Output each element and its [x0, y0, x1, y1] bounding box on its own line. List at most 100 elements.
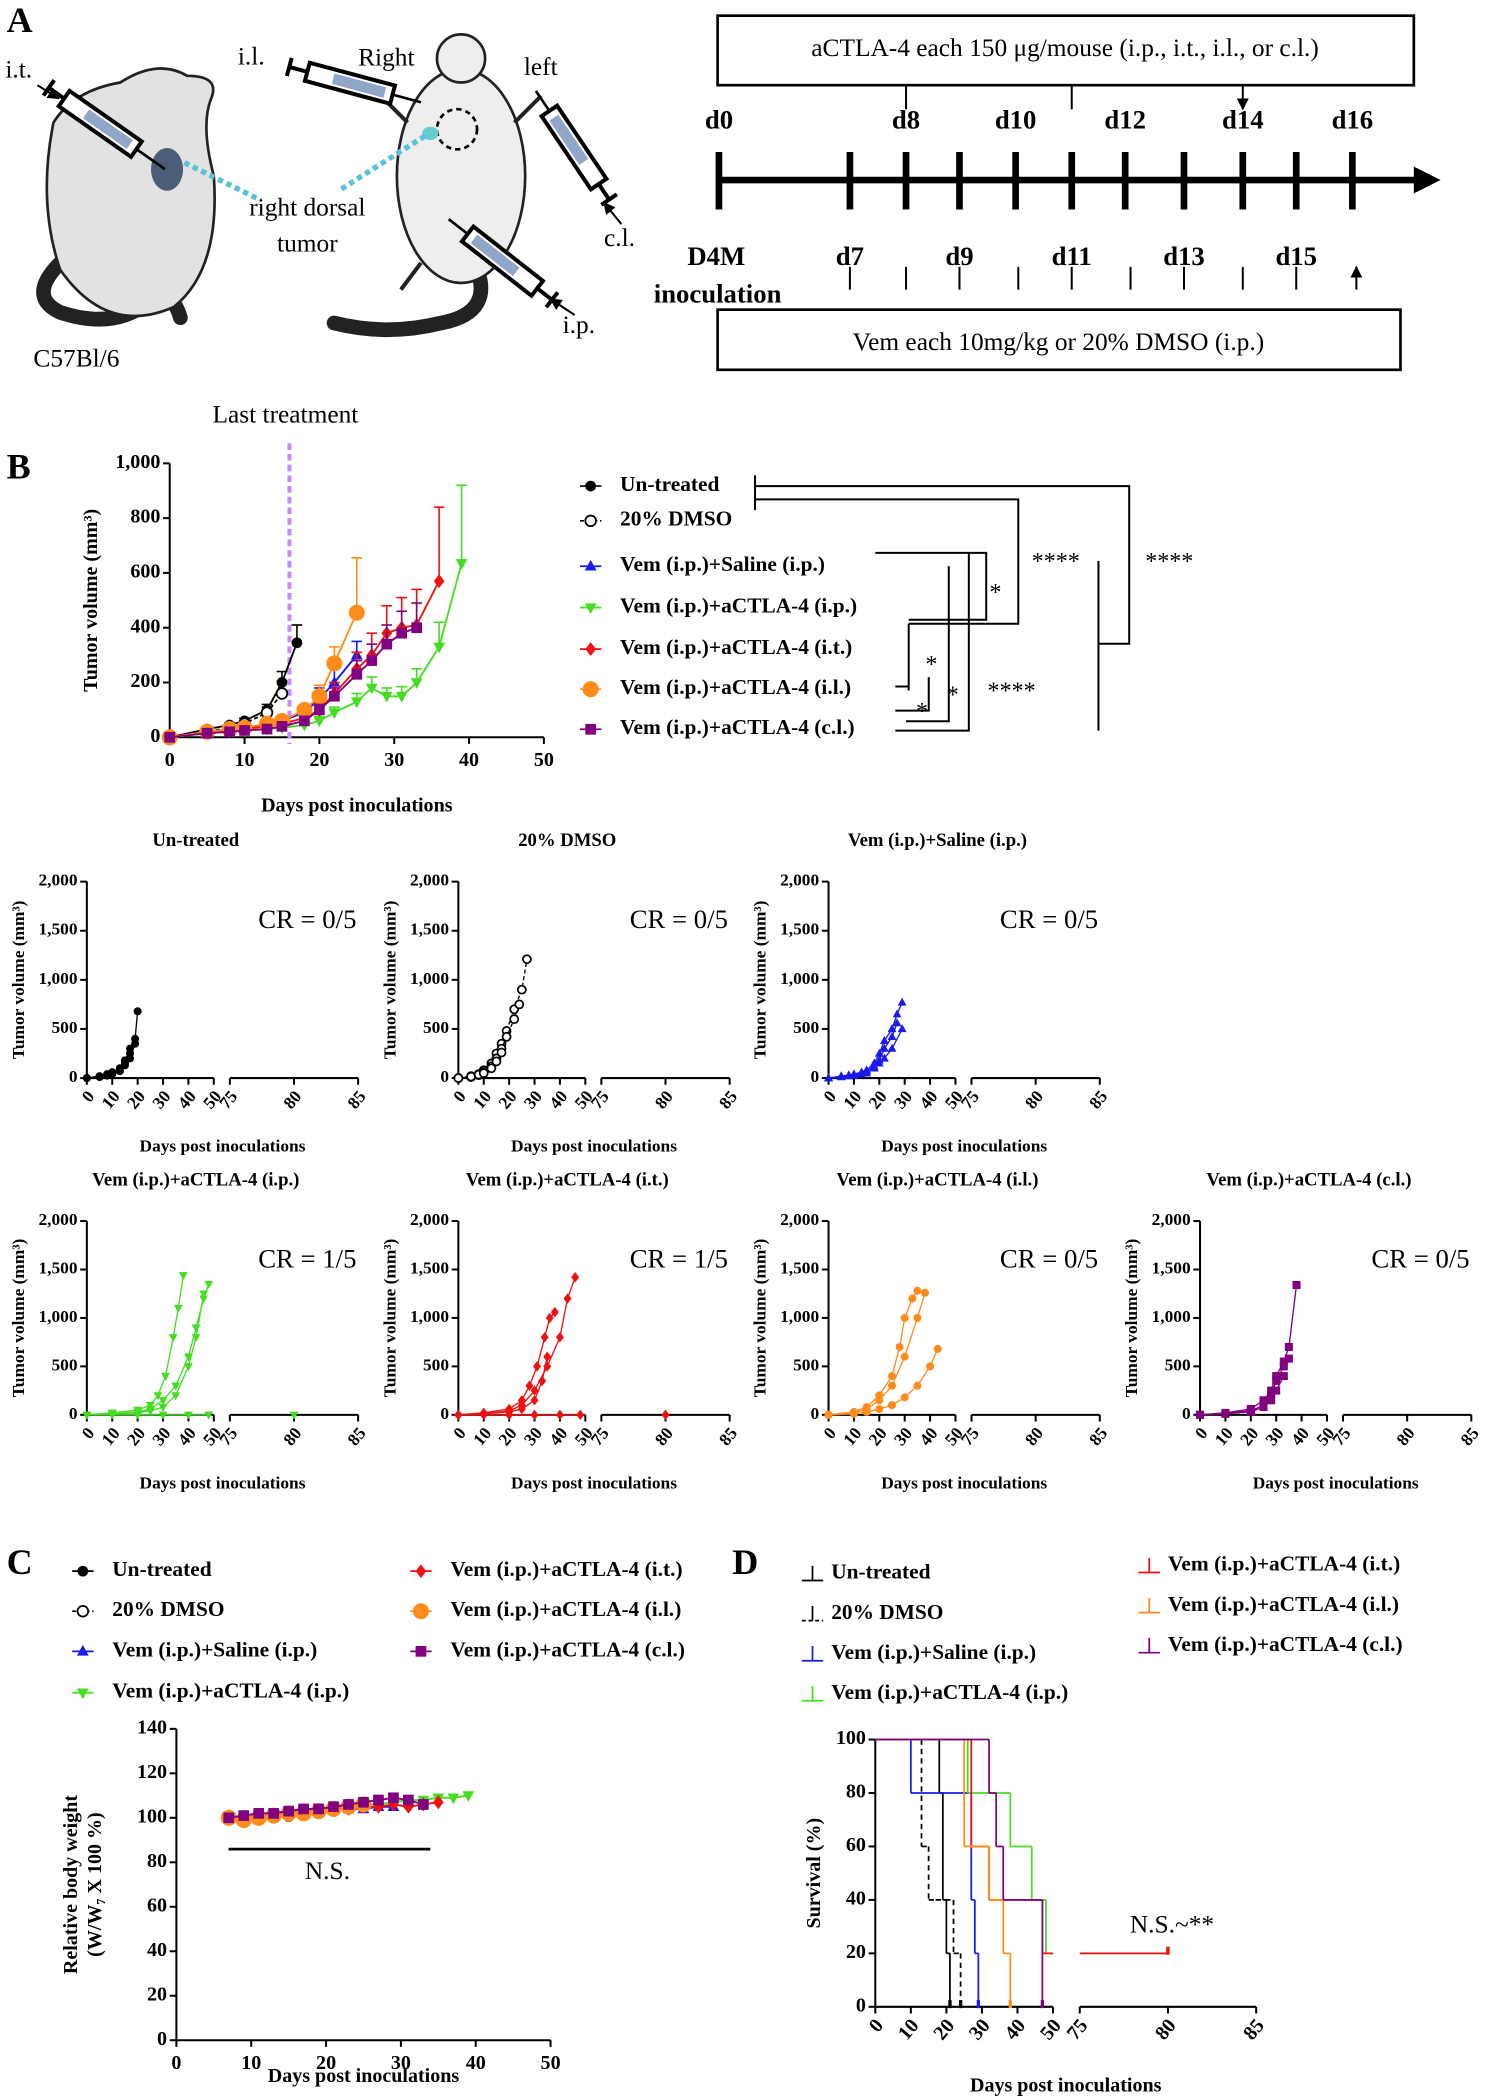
- legend-label: 20% DMSO: [112, 1597, 224, 1621]
- marker: [343, 1799, 354, 1810]
- marker: [314, 704, 325, 716]
- marker: [173, 1305, 183, 1314]
- marker: [380, 691, 393, 703]
- marker: [418, 1799, 429, 1810]
- marker: [204, 1280, 214, 1289]
- marker: [913, 1286, 922, 1295]
- x-tick-label: 75: [957, 1087, 983, 1113]
- marker: [1267, 1391, 1276, 1400]
- x-tick-label: 20: [929, 2015, 959, 2044]
- marker: [153, 1392, 163, 1401]
- x-axis-label: Days post inoculations: [511, 1137, 677, 1156]
- marker: [373, 1794, 384, 1806]
- x-tick-label: 85: [1457, 1424, 1483, 1450]
- marker: [862, 1068, 872, 1077]
- y-tick-label: 2,000: [780, 1210, 819, 1229]
- curve-line: [86, 1283, 210, 1416]
- x-tick-label: 40: [1287, 1424, 1313, 1450]
- marker: [1279, 1362, 1288, 1371]
- x-tick-label: 10: [470, 1087, 496, 1113]
- marker: [108, 1070, 117, 1079]
- day-label: d14: [1222, 105, 1264, 135]
- annotation: CR = 0/5: [1371, 1243, 1469, 1273]
- vem-box: Vem each 10mg/kg or 20% DMSO (i.p.): [853, 328, 1265, 356]
- x-axis-label: Days post inoculations: [268, 2065, 460, 2087]
- marker: [76, 1605, 90, 1618]
- marker: [365, 683, 378, 695]
- y-tick-label: 1,500: [38, 920, 77, 939]
- marker: [897, 997, 907, 1006]
- y-tick-label: 500: [793, 1018, 819, 1037]
- panel-a-illustration: [36, 33, 623, 338]
- marker: [862, 1407, 871, 1416]
- y-tick-label: 140: [137, 1716, 167, 1738]
- marker: [897, 1024, 907, 1033]
- marker: [875, 1396, 884, 1405]
- treatment-box: aCTLA-4 each 150 μg/mouse (i.p., i.t., i…: [811, 34, 1319, 62]
- route-label: c.l.: [604, 224, 635, 252]
- x-tick-label: 75: [587, 1424, 613, 1450]
- marker: [224, 726, 235, 738]
- y-tick-label: 1,000: [780, 969, 819, 988]
- y-tick-label: 0: [1182, 1404, 1191, 1423]
- annotation: N.S.: [305, 1857, 350, 1885]
- marker: [892, 1018, 902, 1027]
- y-tick-label: 1,500: [780, 1258, 819, 1277]
- day-label: d9: [945, 241, 973, 271]
- day-label: d16: [1332, 105, 1374, 135]
- marker: [478, 1068, 489, 1079]
- x-tick-label: 10: [235, 749, 255, 771]
- marker: [571, 1272, 580, 1283]
- y-tick-label: 1,000: [38, 1307, 77, 1326]
- y-axis-label: (W/W₇ X 100 %): [84, 1812, 106, 1957]
- marker: [585, 723, 597, 735]
- y-tick-label: 500: [51, 1018, 77, 1037]
- x-tick-label: 0: [820, 1087, 840, 1106]
- x-axis-label: Days post inoculations: [140, 1473, 306, 1492]
- marker: [395, 691, 408, 703]
- y-tick-label: 100: [836, 1727, 866, 1749]
- x-tick-label: 40: [916, 1087, 942, 1113]
- x-tick-label: 20: [865, 1087, 891, 1113]
- significance: *: [916, 699, 928, 725]
- marker: [836, 1072, 846, 1081]
- y-tick-label: 1,000: [38, 969, 77, 988]
- y-tick-label: 2,000: [780, 871, 819, 890]
- marker: [76, 1688, 89, 1700]
- reference-label: Last treatment: [213, 400, 359, 428]
- marker: [348, 604, 365, 621]
- marker: [1267, 1386, 1276, 1395]
- marker: [874, 1058, 884, 1067]
- legend-label: Vem (i.p.)+aCTLA-4 (i.t.): [620, 635, 852, 659]
- x-tick-label: 10: [894, 2015, 924, 2044]
- marker: [199, 1290, 209, 1299]
- y-tick-label: 400: [130, 615, 160, 637]
- y-axis-label: Tumor volume (mm³): [751, 900, 770, 1059]
- x-tick-label: 20: [1237, 1424, 1263, 1450]
- y-tick-label: 500: [423, 1355, 449, 1374]
- x-tick-label: 10: [1211, 1424, 1237, 1450]
- x-tick-label: 80: [1021, 1424, 1047, 1450]
- x-tick-label: 80: [280, 1087, 306, 1113]
- x-tick-label: 80: [1393, 1424, 1419, 1450]
- y-tick-label: 2,000: [38, 871, 77, 890]
- annotation: CR = 1/5: [630, 1243, 728, 1273]
- inoculation-label: inoculation: [654, 278, 782, 308]
- marker: [879, 1035, 889, 1044]
- marker: [381, 638, 393, 650]
- x-tick-label: 0: [1191, 1424, 1211, 1443]
- x-tick-label: 75: [957, 1424, 983, 1450]
- y-tick-label: 1,000: [115, 451, 160, 473]
- legend-label: Vem (i.p.)+aCTLA-4 (c.l.): [450, 1637, 685, 1661]
- day-label: d13: [1163, 241, 1205, 271]
- x-tick-label: 40: [174, 1424, 200, 1450]
- marker: [1279, 1372, 1288, 1381]
- marker: [329, 690, 340, 702]
- x-axis-label: Days post inoculations: [261, 794, 453, 816]
- marker: [533, 1361, 542, 1372]
- marker: [525, 1380, 534, 1391]
- y-tick-label: 500: [793, 1355, 819, 1374]
- legend-label: Vem (i.p.)+aCTLA-4 (i.l.): [620, 675, 851, 699]
- marker: [576, 1409, 585, 1421]
- marker: [158, 1411, 168, 1420]
